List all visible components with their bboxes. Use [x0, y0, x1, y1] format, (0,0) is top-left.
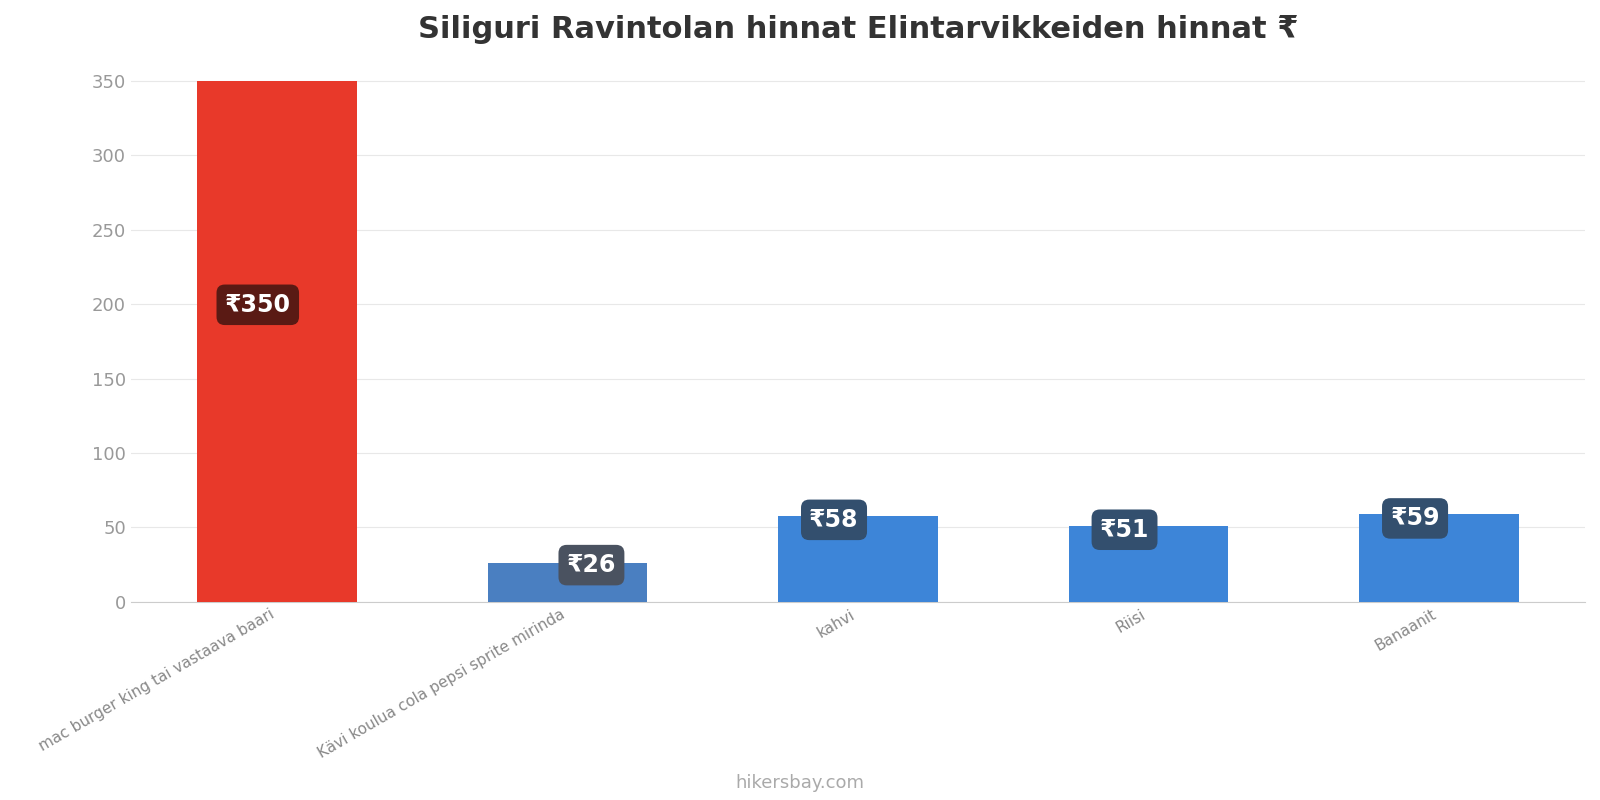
- Text: ₹59: ₹59: [1390, 506, 1440, 530]
- Text: ₹51: ₹51: [1099, 518, 1149, 542]
- Text: hikersbay.com: hikersbay.com: [736, 774, 864, 792]
- Text: ₹350: ₹350: [224, 293, 291, 317]
- Bar: [1358, 514, 1518, 602]
- Title: Siliguri Ravintolan hinnat Elintarvikkeiden hinnat ₹: Siliguri Ravintolan hinnat Elintarvikkei…: [418, 15, 1298, 44]
- Text: ₹26: ₹26: [566, 553, 616, 577]
- Bar: [197, 81, 357, 602]
- Text: ₹58: ₹58: [810, 508, 859, 532]
- Bar: [778, 515, 938, 602]
- Bar: [1069, 526, 1229, 602]
- Bar: [488, 563, 648, 602]
